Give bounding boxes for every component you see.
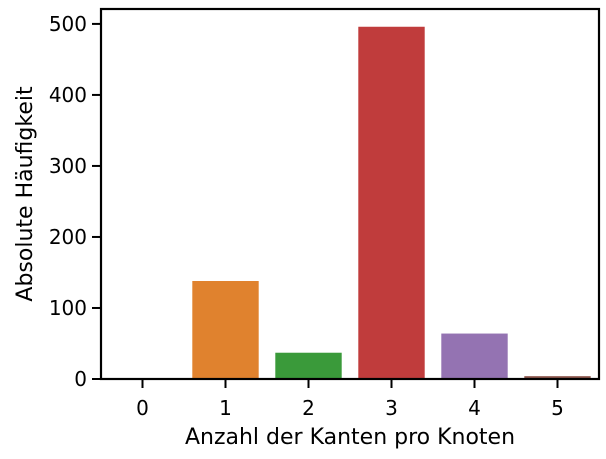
x-axis-label: Anzahl der Kanten pro Knoten: [185, 425, 515, 450]
y-tick-label: 400: [49, 83, 87, 107]
y-tick-label: 100: [49, 296, 87, 320]
x-tick-label: 2: [302, 396, 315, 420]
x-tick-label: 4: [468, 396, 481, 420]
x-tick-label: 1: [219, 396, 232, 420]
bar-2: [275, 352, 342, 379]
y-tick-label: 0: [74, 367, 87, 391]
x-tick-label: 5: [551, 396, 564, 420]
plot-frame: [99, 7, 601, 381]
bar-1: [192, 280, 259, 379]
x-axis-ticks: 0 1 2 3 4 5: [136, 379, 564, 420]
x-tick-label: 0: [136, 396, 149, 420]
bar-4: [441, 333, 508, 379]
bar-5: [524, 376, 591, 379]
y-tick-label: 300: [49, 154, 87, 178]
bars-group: [192, 26, 591, 379]
y-tick-label: 500: [49, 12, 87, 36]
bar-3: [358, 26, 425, 379]
x-tick-label: 3: [385, 396, 398, 420]
y-axis-ticks: 0 100 200 300 400 500: [49, 12, 101, 391]
y-tick-label: 200: [49, 225, 87, 249]
y-axis-label: Absolute Häufigkeit: [13, 86, 38, 302]
